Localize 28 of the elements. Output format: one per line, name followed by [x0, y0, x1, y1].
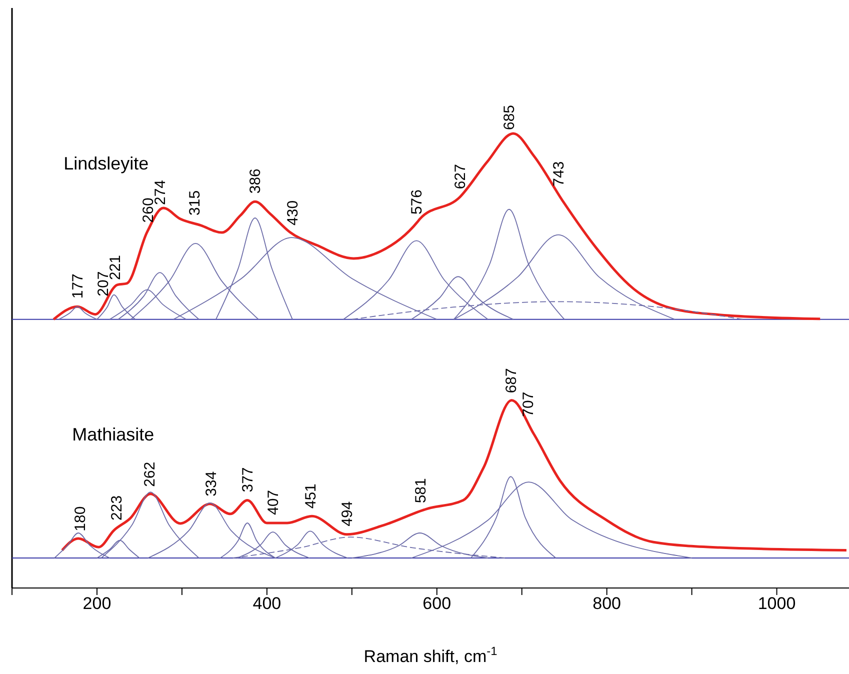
- annotation: 334: [202, 471, 220, 496]
- annotation: 687: [502, 368, 520, 394]
- annotation: 707: [520, 392, 537, 417]
- annotation: 223: [108, 495, 126, 520]
- annotation: 386: [247, 168, 264, 194]
- x-tick-label: 600: [422, 594, 452, 614]
- x-tick-label: 200: [82, 594, 112, 614]
- x-tick-label: 1000: [758, 594, 796, 614]
- x-axis-title: Raman shift, cm$^{-1}$: [364, 644, 498, 666]
- annotation: 221: [106, 254, 124, 280]
- annotation: 451: [302, 484, 320, 509]
- annotation: 407: [264, 490, 282, 515]
- text: Mathiasite: [72, 424, 154, 444]
- annotation: 180: [72, 506, 89, 532]
- annotation: 430: [284, 200, 302, 226]
- x-tick-label: 400: [252, 594, 282, 614]
- annotation: 494: [338, 501, 356, 526]
- annotation: 177: [69, 274, 86, 299]
- annotation: 262: [142, 462, 159, 487]
- annotation: 576: [408, 190, 426, 215]
- annotation: 315: [186, 190, 204, 216]
- annotation: 581: [412, 478, 430, 504]
- x-tick-label: 800: [592, 594, 622, 614]
- text: Lindsleyite: [64, 153, 149, 174]
- annotation: 377: [239, 467, 256, 492]
- annotation: 627: [452, 164, 469, 190]
- annotation: 685: [501, 104, 518, 130]
- annotation: 743: [550, 161, 568, 186]
